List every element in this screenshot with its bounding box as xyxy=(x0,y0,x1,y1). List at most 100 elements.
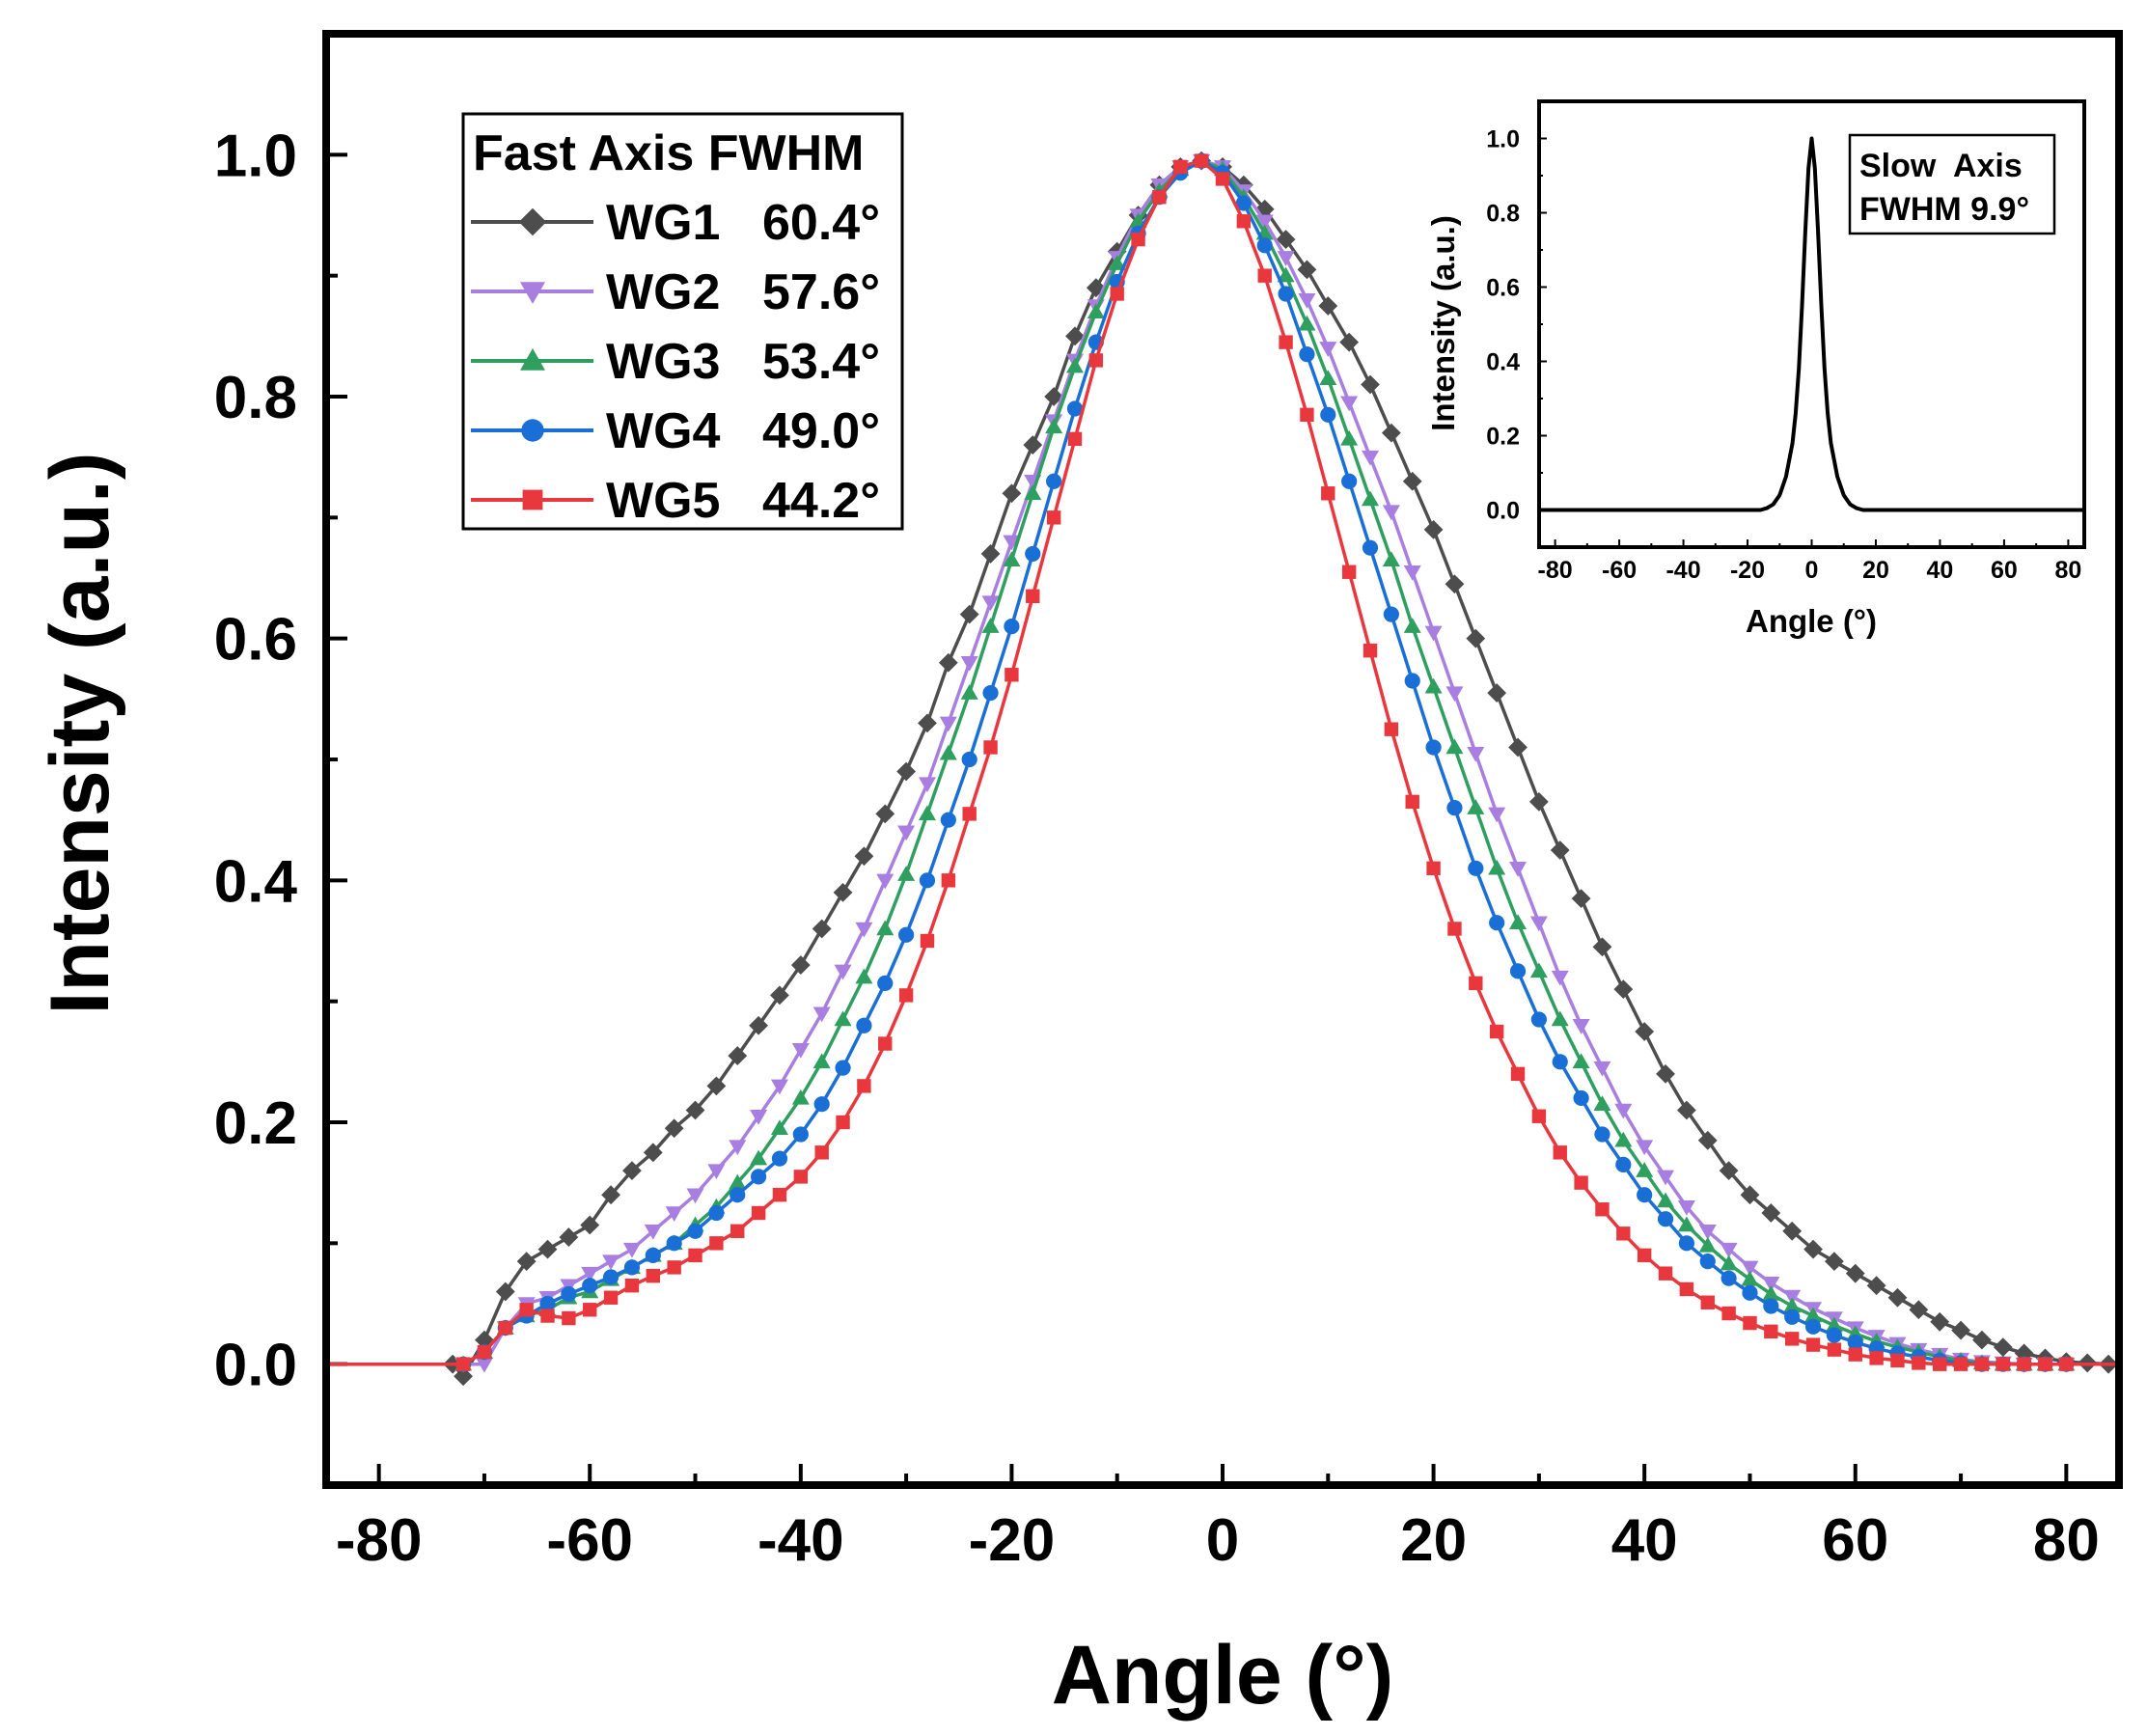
inset-series-group xyxy=(1539,136,2084,512)
data-point xyxy=(1446,800,1463,816)
data-point xyxy=(688,1248,702,1263)
data-point xyxy=(1026,589,1040,603)
data-point xyxy=(855,968,873,984)
data-point xyxy=(1340,429,1359,446)
data-point xyxy=(1782,1221,1803,1241)
data-point xyxy=(622,1242,641,1258)
data-point xyxy=(1065,357,1084,373)
x-tick-label: -80 xyxy=(1538,557,1573,584)
y-tick-label: 0.8 xyxy=(214,365,297,431)
inset-annotation-line-2: FWHM 9.9° xyxy=(1859,191,2029,228)
data-point xyxy=(1509,963,1527,979)
x-tick-label: -40 xyxy=(757,1507,844,1574)
data-point xyxy=(1065,326,1085,346)
data-point xyxy=(1424,625,1443,642)
data-point xyxy=(1993,1337,2013,1358)
data-point xyxy=(1045,418,1063,434)
data-point xyxy=(939,744,957,760)
data-point xyxy=(664,1118,684,1139)
data-point xyxy=(1003,535,1021,551)
data-point xyxy=(960,684,978,700)
data-point xyxy=(791,1043,810,1059)
data-point xyxy=(1677,1216,1695,1232)
x-tick-label: 40 xyxy=(1927,557,1954,584)
data-point xyxy=(836,1115,850,1130)
data-point xyxy=(1887,1287,1908,1308)
data-point xyxy=(1764,1324,1778,1339)
data-point xyxy=(1595,1202,1610,1217)
legend-marker xyxy=(521,419,544,442)
plot-frame xyxy=(322,30,2123,1489)
data-point xyxy=(1551,1010,1569,1027)
data-point xyxy=(475,1357,493,1373)
data-point xyxy=(1088,353,1104,368)
data-point xyxy=(1573,1089,1589,1107)
data-point xyxy=(938,652,958,673)
data-point xyxy=(857,1079,871,1093)
data-point xyxy=(1509,914,1528,929)
data-point xyxy=(1803,1239,1823,1259)
data-point xyxy=(1235,195,1252,211)
y-tick-label: 0.4 xyxy=(1486,349,1520,376)
data-point xyxy=(603,1290,619,1305)
data-point xyxy=(559,1227,579,1247)
data-point xyxy=(1489,915,1505,931)
series-wg4 xyxy=(326,152,2119,1372)
data-point xyxy=(1933,1357,1947,1371)
data-point xyxy=(1677,1199,1695,1216)
data-point xyxy=(1445,574,1465,594)
inset-y-axis-ticks: 0.0 0.2 0.4 0.6 0.8 1.0 xyxy=(1486,100,1547,548)
data-point xyxy=(814,1145,829,1160)
data-point xyxy=(1363,644,1378,658)
data-point xyxy=(1277,251,1295,266)
data-point xyxy=(729,1187,746,1203)
data-point xyxy=(1382,551,1400,566)
data-point xyxy=(1866,1276,1886,1296)
data-point xyxy=(1487,683,1507,703)
data-point xyxy=(1594,1126,1610,1143)
data-point xyxy=(1657,1211,1674,1227)
data-point xyxy=(792,1126,809,1143)
inset-annotation-box xyxy=(1848,133,2056,235)
data-point xyxy=(981,595,1000,612)
data-point xyxy=(1697,1130,1718,1150)
data-point xyxy=(1131,232,1145,247)
data-point xyxy=(751,1205,766,1221)
data-point xyxy=(1574,1175,1588,1190)
data-point xyxy=(960,655,978,672)
legend-box xyxy=(461,112,904,531)
data-point xyxy=(708,1204,725,1222)
data-point xyxy=(983,740,998,755)
legend-label: WG3 xyxy=(606,334,720,390)
y-axis-ticks: 0.0 0.2 0.4 0.6 0.8 1.0 xyxy=(214,32,347,1487)
data-point xyxy=(1974,1357,1990,1371)
data-point xyxy=(601,1185,620,1205)
data-point xyxy=(1615,1156,1632,1172)
data-point xyxy=(1362,539,1379,556)
data-point xyxy=(1321,486,1335,501)
series-group xyxy=(326,151,2119,1387)
data-point xyxy=(1657,1192,1675,1208)
y-tick-label: 0.2 xyxy=(1486,424,1520,451)
legend-title: Fast Axis FWHM xyxy=(473,125,864,181)
data-point xyxy=(1658,1266,1673,1281)
data-point xyxy=(834,1010,852,1027)
data-point xyxy=(1319,370,1337,385)
series-slow-axis xyxy=(1539,136,2084,512)
data-point xyxy=(1320,406,1336,423)
data-point xyxy=(1784,1332,1800,1346)
data-point xyxy=(877,975,894,991)
data-point xyxy=(1827,1342,1842,1357)
data-point xyxy=(475,1330,494,1350)
inset-chart: Intensity (a.u.) Angle (°) -80 -60 -40 -20 0… xyxy=(1425,99,2086,639)
data-point xyxy=(1700,1295,1715,1309)
data-point xyxy=(833,882,853,902)
data-point xyxy=(1300,407,1314,422)
data-point xyxy=(791,1088,810,1105)
data-point xyxy=(706,1076,727,1096)
x-tick-label: 0 xyxy=(1805,557,1819,584)
data-point xyxy=(2038,1357,2052,1371)
data-point xyxy=(537,1239,558,1259)
data-point xyxy=(1783,1297,1802,1313)
data-point xyxy=(793,1170,809,1184)
